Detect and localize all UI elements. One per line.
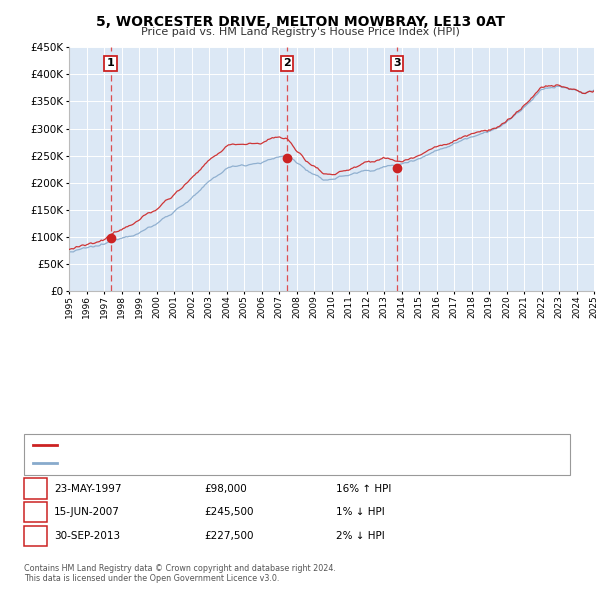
Text: 5, WORCESTER DRIVE, MELTON MOWBRAY, LE13 0AT: 5, WORCESTER DRIVE, MELTON MOWBRAY, LE13…	[95, 15, 505, 29]
Text: Price paid vs. HM Land Registry's House Price Index (HPI): Price paid vs. HM Land Registry's House …	[140, 27, 460, 37]
Text: 30-SEP-2013: 30-SEP-2013	[54, 531, 120, 540]
Text: £98,000: £98,000	[204, 484, 247, 493]
Text: 3: 3	[32, 531, 39, 540]
Text: 16% ↑ HPI: 16% ↑ HPI	[336, 484, 391, 493]
Text: 1: 1	[107, 58, 115, 68]
Text: 5, WORCESTER DRIVE, MELTON MOWBRAY, LE13 0AT (detached house): 5, WORCESTER DRIVE, MELTON MOWBRAY, LE13…	[60, 441, 396, 450]
Text: Contains HM Land Registry data © Crown copyright and database right 2024.
This d: Contains HM Land Registry data © Crown c…	[24, 563, 336, 583]
Text: 3: 3	[394, 58, 401, 68]
Text: 2: 2	[32, 507, 39, 517]
Text: 1: 1	[32, 484, 39, 493]
Text: HPI: Average price, detached house, Melton: HPI: Average price, detached house, Melt…	[60, 459, 268, 468]
Text: 1% ↓ HPI: 1% ↓ HPI	[336, 507, 385, 517]
Text: £245,500: £245,500	[204, 507, 253, 517]
Text: 15-JUN-2007: 15-JUN-2007	[54, 507, 120, 517]
Text: 2% ↓ HPI: 2% ↓ HPI	[336, 531, 385, 540]
Text: 2: 2	[283, 58, 291, 68]
Text: £227,500: £227,500	[204, 531, 253, 540]
Text: 23-MAY-1997: 23-MAY-1997	[54, 484, 121, 493]
